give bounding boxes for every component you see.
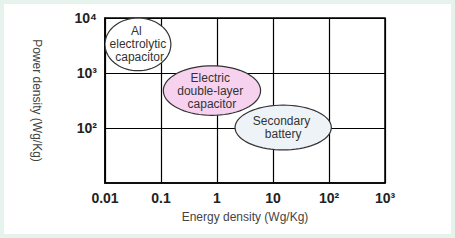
svg-text:Al: Al (131, 24, 145, 38)
svg-text:double-layer: double-layer (177, 84, 246, 98)
svg-text:Energy density (Wg/Kg): Energy density (Wg/Kg) (182, 210, 309, 224)
svg-text:capacitor: capacitor (112, 50, 164, 64)
svg-text:0.01: 0.01 (91, 190, 118, 206)
svg-text:10³: 10³ (375, 190, 396, 206)
svg-text:10: 10 (265, 190, 281, 206)
svg-text:Secondary: Secondary (253, 114, 314, 128)
svg-text:Electric: Electric (191, 71, 234, 85)
svg-text:10²: 10² (319, 190, 340, 206)
svg-text:Power density (Wg/Kg): Power density (Wg/Kg) (30, 39, 44, 162)
svg-text:electrolytic: electrolytic (110, 37, 167, 51)
svg-text:1: 1 (213, 190, 221, 206)
svg-text:battery: battery (265, 127, 302, 141)
svg-text:10⁴: 10⁴ (75, 10, 98, 26)
svg-text:10²: 10² (77, 120, 98, 136)
svg-text:0.1: 0.1 (151, 190, 171, 206)
svg-text:capacitor: capacitor (188, 97, 237, 111)
svg-text:10³: 10³ (77, 65, 98, 81)
